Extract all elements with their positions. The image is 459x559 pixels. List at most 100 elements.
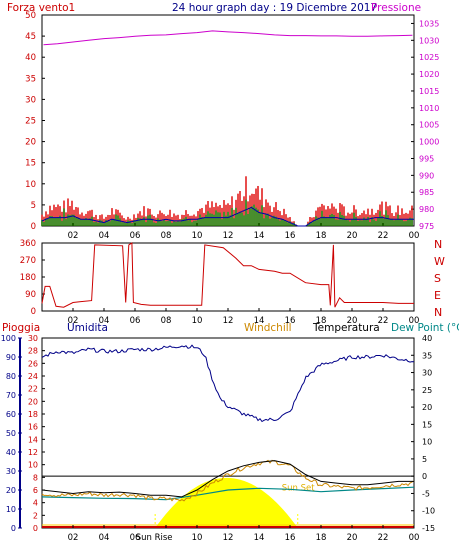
humidity-y-tick-label: 80: [6, 372, 16, 381]
wind-y-tick-label: 25: [25, 117, 36, 127]
direction-panel: [41, 242, 415, 312]
wind-series-label: Forza vento1: [7, 2, 75, 14]
wind-x-tick-label: 00: [409, 231, 420, 241]
direction-x-tick-label: 06: [130, 316, 141, 326]
climate-x-tick-label: 22: [378, 533, 389, 543]
rain-y-tick-label: 22: [28, 385, 38, 394]
temp-y-tick-label: 35: [422, 351, 432, 360]
rain-y-tick-label: 18: [28, 410, 38, 419]
direction-y-tick-label: 90: [25, 290, 36, 300]
wind-x-tick-label: 04: [99, 231, 110, 241]
pressure-y-tick-label: 1025: [419, 53, 439, 62]
rain-y-tick-label: 8: [33, 473, 38, 482]
direction-x-tick-label: 08: [161, 316, 172, 326]
wind-x-tick-label: 22: [378, 231, 389, 241]
pressure-y-tick-label: 990: [419, 171, 434, 180]
direction-x-tick-label: 04: [99, 316, 110, 326]
direction-x-tick-label: 02: [68, 316, 79, 326]
temp-y-tick-label: 15: [422, 420, 432, 429]
rain-y-tick-label: 0: [33, 524, 38, 533]
direction-x-tick-label: 22: [378, 316, 389, 326]
wind-y-tick-label: 40: [25, 53, 36, 63]
humidity-y-tick-label: 70: [6, 391, 16, 400]
direction-y-tick-label: 180: [20, 273, 36, 283]
pressure-y-tick-label: 1030: [419, 36, 439, 45]
climate-x-tick-label: 12: [223, 533, 234, 543]
wind-x-tick-label: 06: [130, 231, 141, 241]
wind-x-tick-label: 10: [192, 231, 203, 241]
direction-x-tick-label: 00: [409, 316, 420, 326]
temp-y-tick-label: 40: [422, 334, 432, 343]
humidity-y-tick-label: 90: [6, 353, 16, 362]
pressure-y-tick-label: 1020: [419, 70, 439, 79]
pressure-y-tick-label: 1000: [419, 138, 439, 147]
compass-label: N: [434, 238, 442, 251]
temp-y-tick-label: 25: [422, 386, 432, 395]
wind-x-tick-label: 12: [223, 231, 234, 241]
temperature-series-label: Temperatura: [312, 322, 380, 334]
direction-x-tick-label: 20: [347, 316, 358, 326]
rain-y-tick-label: 28: [28, 347, 38, 356]
wind-x-tick-label: 18: [316, 231, 327, 241]
climate-x-tick-label: 02: [68, 533, 79, 543]
temp-y-tick-label: -15: [422, 524, 435, 533]
compass-label: W: [434, 255, 445, 268]
direction-x-tick-label: 18: [316, 316, 327, 326]
rain-y-tick-label: 20: [28, 397, 38, 406]
temp-y-tick-label: 20: [422, 403, 432, 412]
direction-y-tick-label: 360: [20, 239, 36, 249]
rain-y-tick-label: 10: [28, 461, 38, 470]
direction-line: [41, 242, 414, 308]
rain-y-tick-label: 16: [28, 423, 38, 432]
temp-y-tick-label: 30: [422, 369, 432, 378]
temp-y-tick-label: -5: [422, 489, 430, 498]
wind-y-tick-label: 15: [25, 159, 36, 169]
windchill-series-label: Windchill: [244, 322, 292, 334]
temperature-line: [41, 460, 414, 498]
pressure-y-tick-label: 1010: [419, 104, 439, 113]
dewpoint-series-label: Dew Point (°C: [391, 322, 459, 334]
wind-average-line: [41, 206, 414, 227]
rain-y-tick-label: 2: [33, 511, 38, 520]
wind-y-tick-label: 10: [25, 180, 36, 190]
humidity-y-tick-label: 60: [6, 410, 16, 419]
direction-x-tick-label: 16: [285, 316, 296, 326]
humidity-y-tick-label: 40: [6, 448, 16, 457]
humidity-y-tick-label: 10: [6, 505, 16, 514]
rain-y-tick-label: 6: [33, 486, 38, 495]
direction-y-tick-label: 270: [20, 256, 36, 266]
rain-y-tick-label: 14: [28, 435, 38, 444]
climate-x-tick-label: 00: [409, 533, 420, 543]
humidity-y-tick-label: 50: [6, 429, 16, 438]
temp-y-tick-label: 5: [422, 455, 427, 464]
sun-area: [155, 477, 298, 528]
chart-title: 24 hour graph day : 19 Dicembre 2017: [172, 2, 377, 14]
temp-y-tick-label: 0: [422, 472, 427, 481]
wind-x-tick-label: 20: [347, 231, 358, 241]
pressure-y-tick-label: 995: [419, 154, 434, 163]
direction-y-tick-label: 0: [31, 307, 36, 317]
pressure-y-tick-label: 980: [419, 205, 434, 214]
climate-x-tick-label: 04: [99, 533, 110, 543]
wind-x-tick-label: 16: [285, 231, 296, 241]
compass-label: S: [434, 272, 441, 285]
wind-x-tick-label: 02: [68, 231, 79, 241]
pressure-y-tick-label: 985: [419, 188, 434, 197]
rain-y-tick-label: 4: [33, 499, 38, 508]
wind-y-tick-label: 20: [25, 138, 36, 148]
windchill-line: [41, 459, 415, 502]
wind-x-tick-label: 14: [254, 231, 265, 241]
humidity-line: [41, 344, 415, 423]
rain-y-tick-label: 26: [28, 359, 38, 368]
humidity-y-tick-label: 100: [1, 334, 16, 343]
temp-y-tick-label: 10: [422, 438, 432, 447]
climate-x-tick-label: 18: [316, 533, 327, 543]
climate-x-tick-label: 14: [254, 533, 265, 543]
wind-pressure-panel: [41, 14, 415, 227]
climate-x-tick-label: 10: [192, 533, 203, 543]
humidity-y-tick-label: 30: [6, 467, 16, 476]
compass-label: E: [434, 289, 441, 302]
sunrise-label: Sun Rise: [136, 533, 173, 543]
compass-label: N: [434, 306, 442, 319]
